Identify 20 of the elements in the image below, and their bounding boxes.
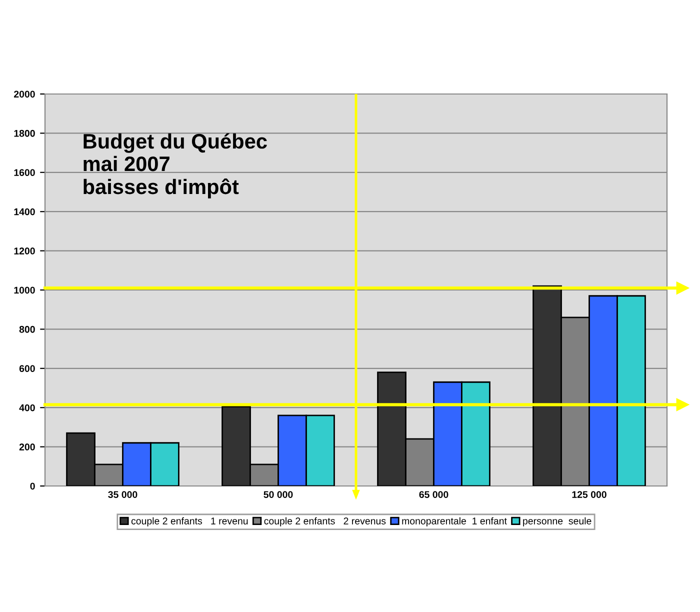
- text: Budget du Québec mai 2007 baisses d'impôt: [84, 133, 267, 198]
- y-tick-label: 1600: [14, 169, 35, 176]
- y-tick-label: 1000: [14, 286, 35, 294]
- legend-label: personne seule: [523, 517, 592, 526]
- legend-label: couple 2 enfants 1 revenu: [131, 517, 248, 526]
- y-tick-label: 1400: [14, 208, 35, 216]
- y-tick-label: 200: [19, 444, 35, 450]
- x-tick-label: 35 000: [108, 491, 138, 498]
- x-tick-label: 65 000: [419, 491, 448, 498]
- y-tick-label: 0: [30, 482, 35, 490]
- legend-label: monoparentale 1 enfant: [402, 517, 507, 526]
- legend-label: couple 2 enfants 2 revenus: [264, 517, 386, 526]
- y-tick-label: 800: [19, 326, 35, 333]
- y-tick-label: 1200: [14, 248, 35, 254]
- y-tick-label: 400: [19, 404, 35, 412]
- y-tick-label: 2000: [14, 90, 35, 98]
- y-tick-label: 1800: [14, 130, 35, 137]
- x-tick-label: 125 000: [572, 491, 606, 498]
- x-tick-label: 50 000: [264, 491, 293, 498]
- y-tick-label: 600: [19, 365, 35, 372]
